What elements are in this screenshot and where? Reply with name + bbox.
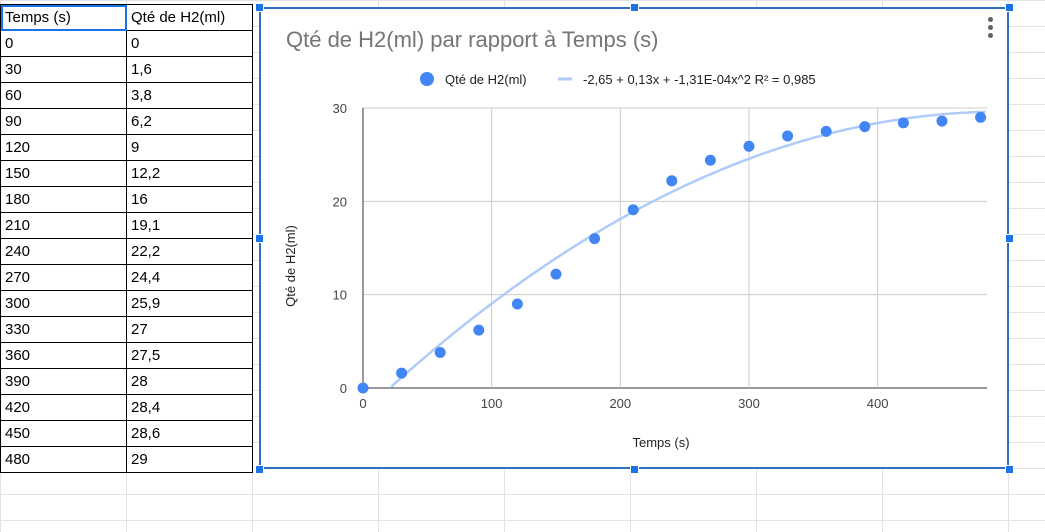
y-tick-label: 30: [333, 101, 347, 116]
legend-label-trendline: -2,65 + 0,13x + -1,31E-04x^2 R² = 0,985: [583, 72, 816, 87]
cell-h2[interactable]: 24,4: [126, 264, 253, 291]
data-point: [975, 111, 987, 123]
table-row: 270 24,4: [0, 264, 253, 291]
cell-h2[interactable]: 28,6: [126, 420, 253, 447]
table-row: 420 28,4: [0, 394, 253, 421]
data-table: Temps (s) Qté de H2(ml) 0 0 30 1,6 60 3,8 90 6,…: [0, 4, 253, 473]
x-tick-label: 0: [359, 396, 366, 411]
data-point: [550, 268, 562, 280]
table-row: 330 27: [0, 316, 253, 343]
cell-h2[interactable]: 12,2: [126, 160, 253, 187]
cell-h2[interactable]: 1,6: [126, 56, 253, 83]
cell-time[interactable]: 0: [0, 30, 127, 57]
x-axis-title: Temps (s): [632, 435, 689, 450]
cell-h2[interactable]: 25,9: [126, 290, 253, 317]
cell-h2[interactable]: 28,4: [126, 394, 253, 421]
data-point: [820, 125, 832, 137]
resize-handle-mid-right[interactable]: [1005, 234, 1014, 243]
resize-handle-bottom-left[interactable]: [255, 465, 264, 474]
data-point: [473, 324, 485, 336]
cell-h2[interactable]: 22,2: [126, 238, 253, 265]
table-row: 360 27,5: [0, 342, 253, 369]
y-tick-label: 10: [333, 288, 347, 303]
cell-time[interactable]: 90: [0, 108, 127, 135]
table-row: 300 25,9: [0, 290, 253, 317]
data-point: [666, 175, 678, 187]
cell-time[interactable]: 240: [0, 238, 127, 265]
data-point: [704, 154, 716, 166]
table-row: 390 28: [0, 368, 253, 395]
data-point: [743, 140, 755, 152]
data-point: [511, 298, 523, 310]
cell-h2[interactable]: 29: [126, 446, 253, 473]
resize-handle-mid-left[interactable]: [255, 234, 264, 243]
data-point: [782, 130, 794, 142]
data-point: [936, 115, 948, 127]
cell-time[interactable]: 30: [0, 56, 127, 83]
cell-h2[interactable]: 0: [126, 30, 253, 57]
table-row: 90 6,2: [0, 108, 253, 135]
cell-h2[interactable]: 19,1: [126, 212, 253, 239]
cell-time[interactable]: 60: [0, 82, 127, 109]
chart-title: Qté de H2(ml) par rapport à Temps (s): [286, 27, 659, 52]
table-row: 240 22,2: [0, 238, 253, 265]
cell-h2[interactable]: 27,5: [126, 342, 253, 369]
resize-handle-top-mid[interactable]: [630, 3, 639, 12]
table-row: 480 29: [0, 446, 253, 473]
cell-time[interactable]: 390: [0, 368, 127, 395]
table-row: 60 3,8: [0, 82, 253, 109]
header-cell-h2[interactable]: Qté de H2(ml): [126, 4, 253, 31]
trendline: [390, 110, 986, 388]
table-header-row: Temps (s) Qté de H2(ml): [0, 4, 253, 31]
cell-h2[interactable]: 16: [126, 186, 253, 213]
y-axis-title: Qté de H2(ml): [283, 225, 298, 307]
data-point: [589, 233, 601, 245]
table-row: 150 12,2: [0, 160, 253, 187]
x-tick-label: 300: [738, 396, 760, 411]
data-point: [627, 204, 639, 216]
table-row: 30 1,6: [0, 56, 253, 83]
legend-marker-points: [420, 72, 434, 86]
data-point: [859, 121, 871, 133]
cell-time[interactable]: 420: [0, 394, 127, 421]
data-point: [434, 347, 446, 359]
y-tick-label: 0: [340, 381, 347, 396]
cell-h2[interactable]: 6,2: [126, 108, 253, 135]
resize-handle-top-left[interactable]: [255, 3, 264, 12]
chart-menu-icon[interactable]: [987, 17, 993, 41]
x-tick-label: 200: [609, 396, 631, 411]
cell-time[interactable]: 330: [0, 316, 127, 343]
cell-h2[interactable]: 27: [126, 316, 253, 343]
cell-h2[interactable]: 28: [126, 368, 253, 395]
x-tick-label: 400: [867, 396, 889, 411]
table-row: 210 19,1: [0, 212, 253, 239]
table-row: 450 28,6: [0, 420, 253, 447]
resize-handle-bottom-mid[interactable]: [630, 465, 639, 474]
cell-time[interactable]: 480: [0, 446, 127, 473]
header-cell-time[interactable]: Temps (s): [0, 4, 127, 31]
cell-time[interactable]: 210: [0, 212, 127, 239]
resize-handle-bottom-right[interactable]: [1005, 465, 1014, 474]
cell-time[interactable]: 450: [0, 420, 127, 447]
cell-time[interactable]: 150: [0, 160, 127, 187]
cell-time[interactable]: 270: [0, 264, 127, 291]
x-tick-label: 100: [481, 396, 503, 411]
data-point: [357, 382, 369, 394]
cell-h2[interactable]: 9: [126, 134, 253, 161]
table-row: 120 9: [0, 134, 253, 161]
legend-label-points: Qté de H2(ml): [445, 72, 527, 87]
y-tick-label: 20: [333, 194, 347, 209]
resize-handle-top-right[interactable]: [1005, 3, 1014, 12]
cell-time[interactable]: 120: [0, 134, 127, 161]
chart-container[interactable]: Qté de H2(ml) par rapport à Temps (s) 0 1…: [259, 7, 1009, 469]
cell-time[interactable]: 300: [0, 290, 127, 317]
cell-h2[interactable]: 3,8: [126, 82, 253, 109]
data-point: [897, 117, 909, 129]
cell-time[interactable]: 360: [0, 342, 127, 369]
data-point: [396, 367, 408, 379]
cell-time[interactable]: 180: [0, 186, 127, 213]
table-row: 180 16: [0, 186, 253, 213]
